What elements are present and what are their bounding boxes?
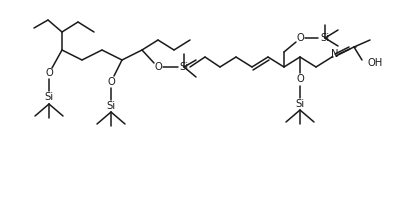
Text: Si: Si	[320, 33, 329, 43]
Text: O: O	[296, 74, 303, 84]
Text: O: O	[45, 68, 53, 78]
Text: OH: OH	[367, 58, 382, 68]
Text: O: O	[154, 62, 162, 72]
Text: Si: Si	[179, 62, 188, 72]
Text: O: O	[296, 33, 303, 43]
Text: Si: Si	[106, 101, 115, 111]
Text: Si: Si	[295, 99, 304, 109]
Text: Si: Si	[45, 92, 53, 102]
Text: O: O	[107, 77, 115, 87]
Text: N: N	[330, 49, 338, 59]
